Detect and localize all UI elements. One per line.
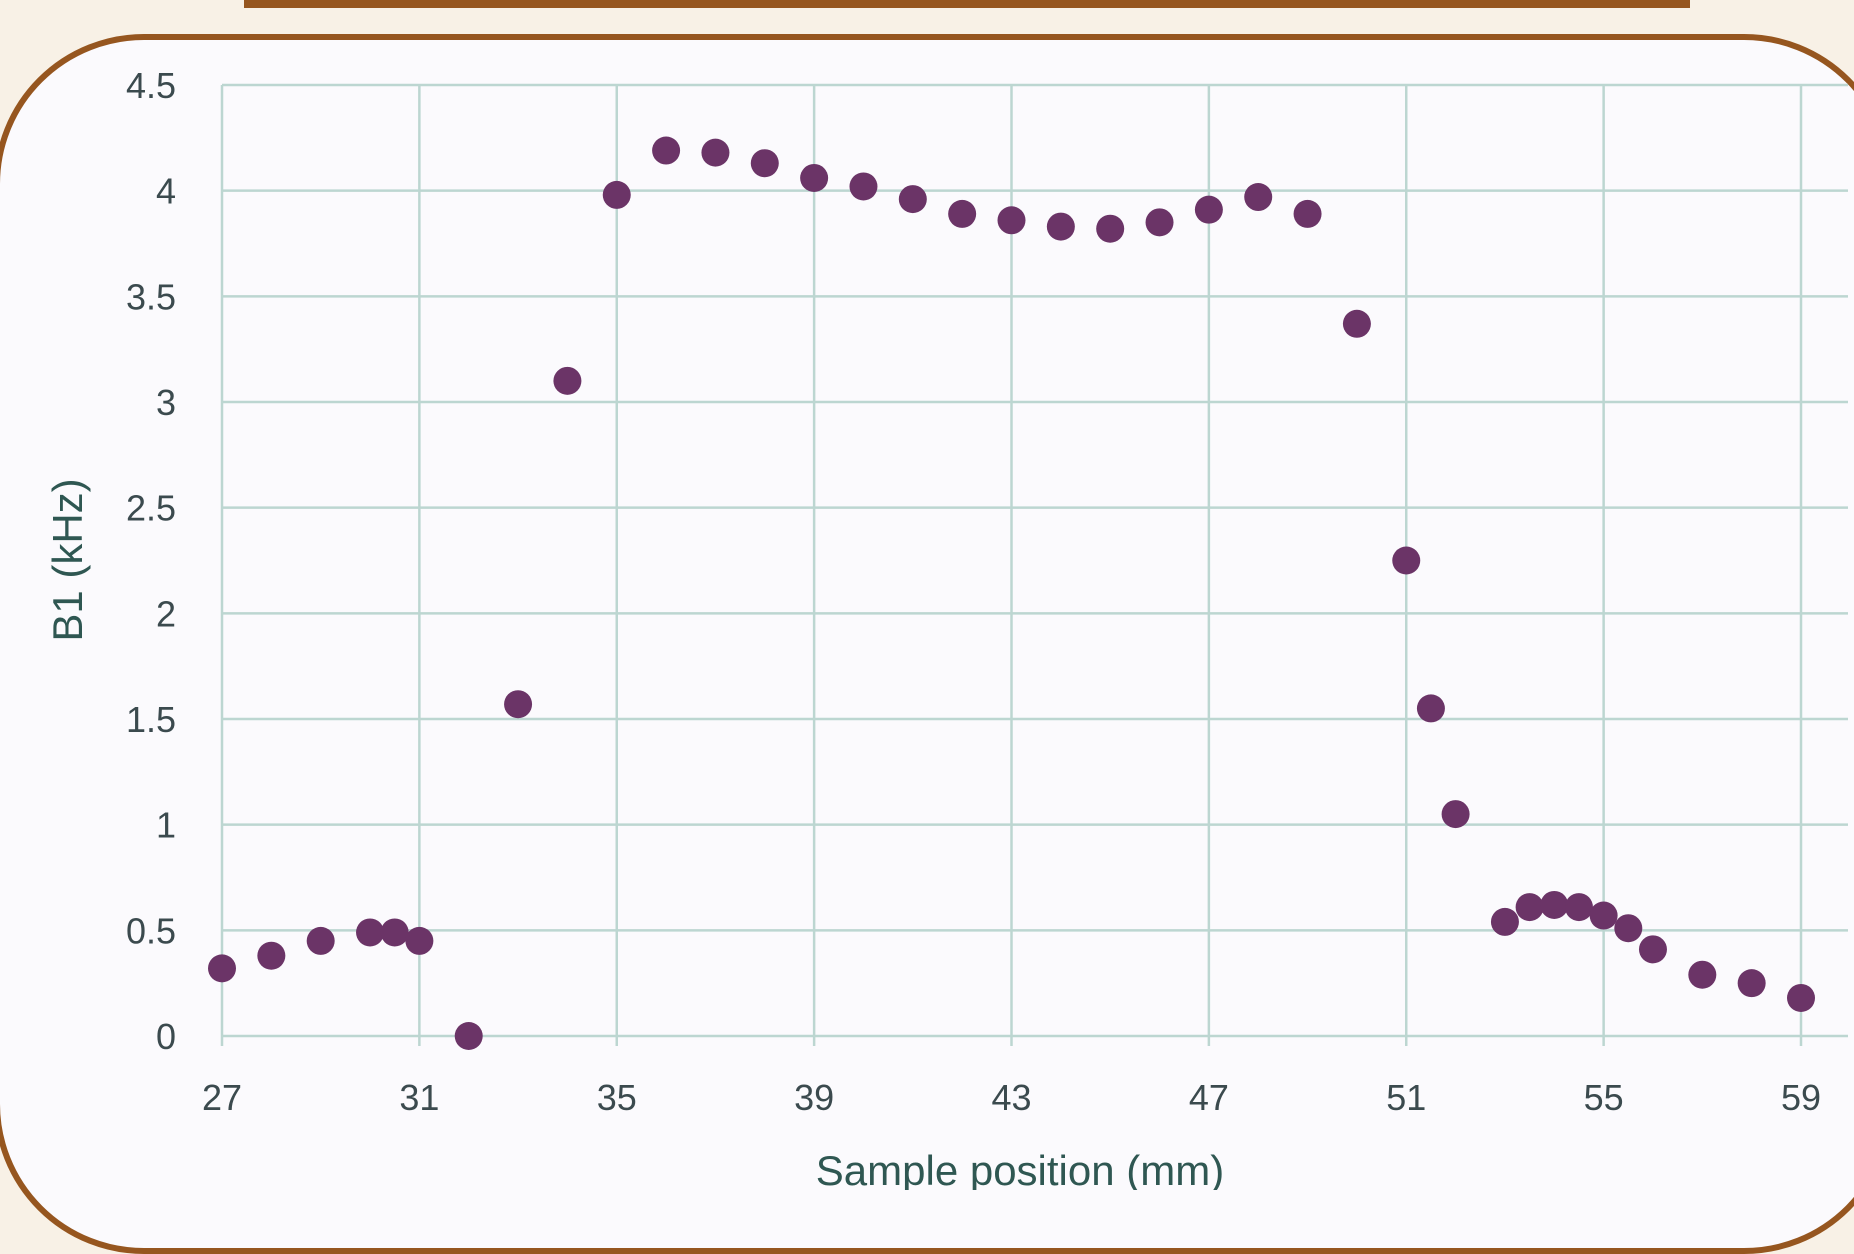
data-point — [1614, 914, 1643, 943]
data-point — [306, 926, 335, 955]
data-point — [1490, 907, 1519, 936]
data-point — [800, 163, 829, 192]
x-axis-title: Sample position (mm) — [816, 1147, 1224, 1190]
data-point — [1737, 969, 1766, 998]
data-point — [1194, 195, 1223, 224]
y-tick-label: 2.5 — [126, 488, 176, 529]
x-tick-labels: 27 31 35 39 43 47 51 55 59 — [202, 1077, 1821, 1118]
data-point — [1293, 199, 1322, 228]
data-point — [405, 926, 434, 955]
data-point — [652, 136, 681, 165]
x-tick-label: 43 — [991, 1077, 1031, 1118]
data-point — [1589, 901, 1618, 930]
x-tick-label: 39 — [794, 1077, 834, 1118]
data-point — [1564, 893, 1593, 922]
data-point — [997, 206, 1026, 235]
top-frame-bar — [244, 0, 1690, 8]
data-point — [1046, 212, 1075, 241]
y-tick-label: 2 — [156, 593, 176, 634]
x-tick-label: 31 — [399, 1077, 439, 1118]
chart-panel — [0, 34, 1854, 1254]
data-point — [750, 149, 779, 178]
data-point — [1392, 546, 1421, 575]
data-point — [898, 185, 927, 214]
x-tick-label: 51 — [1386, 1077, 1426, 1118]
scatter-chart: 00.511.522.533.544.5 27 31 35 39 43 47 51 55 59 … — [44, 65, 1848, 1190]
data-point — [208, 954, 236, 983]
grid-lines — [220, 83, 1848, 1046]
data-points — [208, 136, 1815, 1050]
x-tick-label: 55 — [1584, 1077, 1624, 1118]
y-tick-label: 1 — [156, 805, 176, 846]
data-point — [701, 138, 730, 167]
x-tick-label: 27 — [202, 1077, 242, 1118]
data-point — [948, 199, 977, 228]
data-point — [1416, 694, 1445, 723]
data-point — [504, 690, 533, 719]
y-tick-label: 3.5 — [126, 276, 176, 317]
y-tick-label: 3 — [156, 382, 176, 423]
data-point — [380, 918, 409, 947]
data-point — [602, 180, 631, 209]
y-tick-label: 1.5 — [126, 699, 176, 740]
y-tick-label: 4.5 — [126, 65, 176, 106]
y-axis-title: B1 (kHz) — [44, 478, 91, 641]
data-point — [1096, 214, 1125, 243]
x-tick-label: 59 — [1781, 1077, 1821, 1118]
x-tick-label: 47 — [1189, 1077, 1229, 1118]
data-point — [1787, 983, 1815, 1012]
data-point — [1515, 893, 1544, 922]
y-tick-label: 4 — [156, 171, 176, 212]
data-point — [1688, 960, 1717, 989]
y-tick-label: 0 — [156, 1016, 176, 1057]
data-point — [1638, 935, 1667, 964]
data-point — [257, 941, 286, 970]
data-point — [1145, 208, 1174, 237]
data-point — [553, 366, 582, 395]
data-point — [454, 1022, 483, 1050]
data-point — [849, 172, 878, 201]
x-tick-label: 35 — [597, 1077, 637, 1118]
data-point — [356, 918, 385, 947]
data-point — [1244, 183, 1273, 212]
data-point — [1441, 800, 1470, 829]
y-tick-labels: 0 0.5 1 1.5 2 2.5 3 3.5 4 4.5 — [126, 65, 176, 1057]
y-tick-label: 0.5 — [126, 910, 176, 951]
data-point — [1342, 309, 1371, 338]
data-point — [1540, 890, 1569, 919]
